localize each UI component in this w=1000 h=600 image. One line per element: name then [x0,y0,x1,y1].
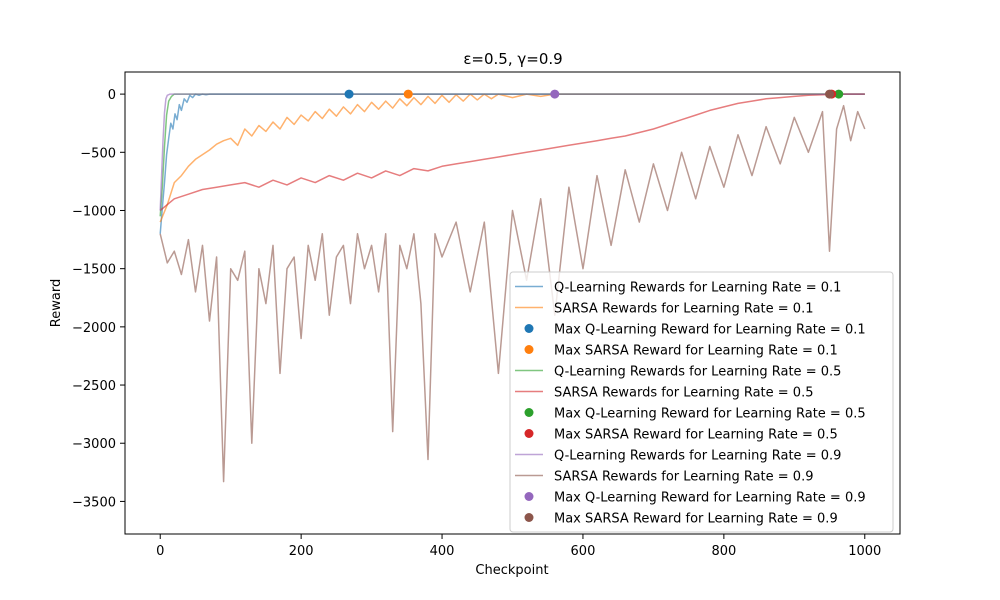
legend-label: SARSA Rewards for Learning Rate = 0.1 [554,302,813,317]
legend-label: Max Q-Learning Reward for Learning Rate … [554,323,866,338]
legend-label: Q-Learning Rewards for Learning Rate = 0… [554,281,841,296]
y-tick-label: 0 [108,88,116,103]
x-axis-label: Checkpoint [475,563,548,578]
legend-label: SARSA Rewards for Learning Rate = 0.5 [554,386,813,401]
x-tick-label: 800 [711,544,736,559]
max-point-11 [825,89,835,99]
x-axis: 0 200 400 600 800 1000 [156,534,881,559]
series-line-8 [159,93,865,211]
legend-swatch-point [524,324,534,333]
y-tick-label: −3500 [72,495,116,510]
legend-swatch-point [524,492,534,501]
x-tick-label: 0 [156,544,164,559]
legend-swatch-point [524,345,534,354]
legend-swatch-point [524,513,534,522]
legend-label: Max SARSA Reward for Learning Rate = 0.5 [554,428,838,443]
x-tick-label: 600 [571,544,596,559]
chart-title: ε=0.5, γ=0.9 [463,50,562,68]
max-point-3 [403,89,413,99]
max-point-6 [834,89,844,99]
max-point-2 [344,89,354,99]
x-tick-label: 200 [289,544,314,559]
y-tick-label: −1500 [72,263,116,278]
legend-swatch-point [524,429,534,438]
series-line-9 [159,104,866,483]
y-tick-label: −2500 [72,379,116,394]
y-axis: 0 −500 −1000 −1500 −2000 −2500 −3000 −3500 [72,88,125,510]
y-tick-label: −2000 [72,321,116,336]
legend-label: Max Q-Learning Reward for Learning Rate … [554,491,866,506]
legend-label: Max Q-Learning Reward for Learning Rate … [554,407,866,422]
legend-label: Max SARSA Reward for Learning Rate = 0.9 [554,512,838,527]
x-tick-label: 400 [430,544,455,559]
y-tick-label: −1000 [72,204,116,219]
legend-label: Max SARSA Reward for Learning Rate = 0.1 [554,344,838,359]
y-tick-label: −3000 [72,437,116,452]
legend-swatch-point [524,408,534,417]
y-tick-label: −500 [80,146,116,161]
series-line-1 [159,93,865,223]
y-axis-label: Reward [49,279,64,327]
series-line-5 [159,93,865,212]
legend-label: SARSA Rewards for Learning Rate = 0.9 [554,470,813,485]
series-layer [159,89,866,483]
x-tick-label: 1000 [848,544,881,559]
legend-label: Q-Learning Rewards for Learning Rate = 0… [554,449,841,464]
legend-label: Q-Learning Rewards for Learning Rate = 0… [554,365,841,380]
plot-frame [124,71,901,535]
legend-box [509,271,894,533]
max-point-10 [550,89,560,99]
legend: Q-Learning Rewards for Learning Rate = 0… [509,271,894,533]
